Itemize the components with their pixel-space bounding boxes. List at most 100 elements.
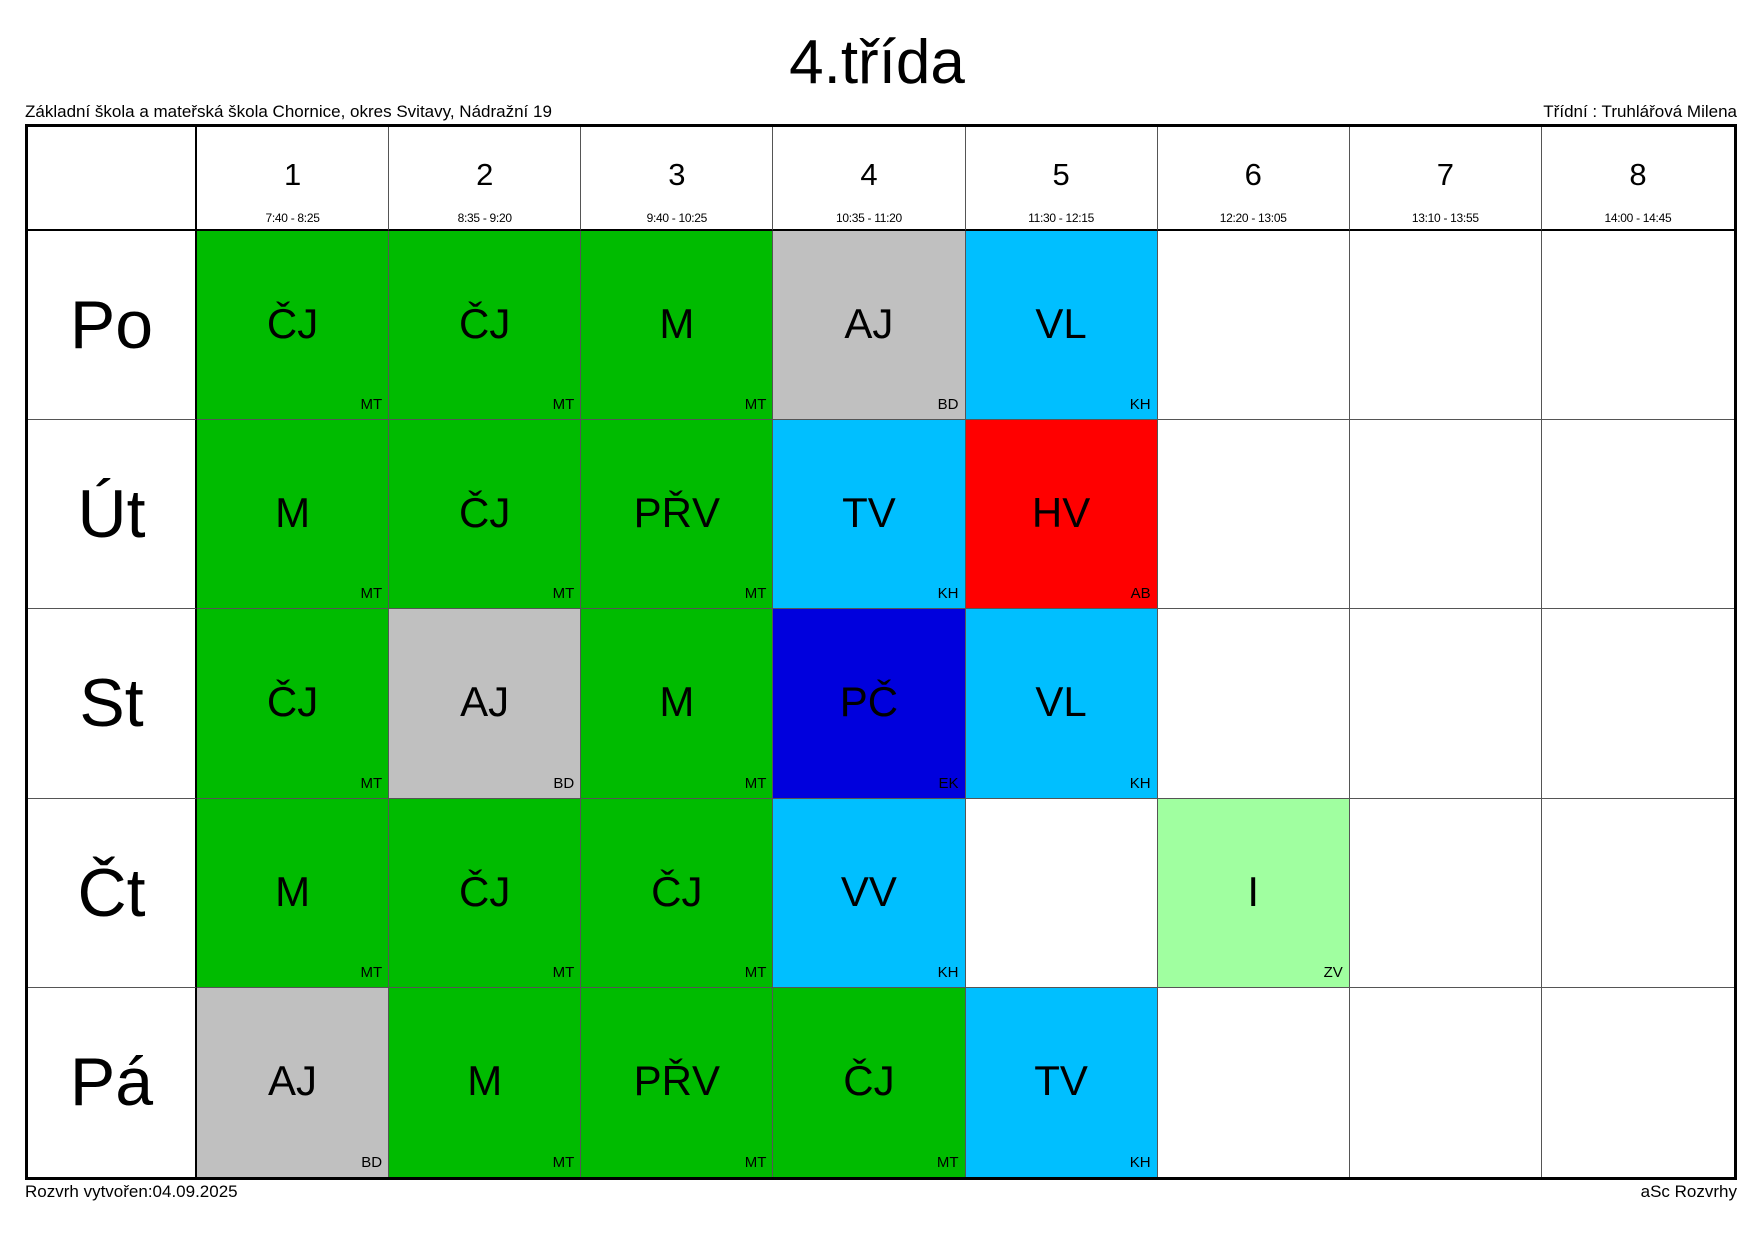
- lesson-subject: TV: [842, 489, 896, 537]
- period-header: 6 12:20 - 13:05: [1157, 127, 1350, 231]
- lesson-subject: ČJ: [459, 489, 511, 537]
- lesson-subject: AJ: [460, 678, 510, 726]
- period-number: 1: [283, 157, 302, 192]
- lesson-subject: VL: [1035, 678, 1087, 726]
- lesson-teacher: MT: [552, 585, 575, 603]
- lesson-teacher: KH: [1129, 1153, 1151, 1171]
- lesson-subject: PŘV: [633, 1057, 720, 1105]
- empty-cell: [1541, 609, 1734, 799]
- lesson-cell: VL KH: [965, 609, 1158, 799]
- lesson-teacher: MT: [552, 963, 575, 981]
- lesson-teacher: BD: [937, 396, 959, 414]
- lesson-cell: ČJ MT: [389, 231, 582, 421]
- lesson-teacher: MT: [936, 1153, 959, 1171]
- lesson-teacher: MT: [552, 396, 575, 414]
- period-header: 8 14:00 - 14:45: [1541, 127, 1734, 231]
- period-number: 5: [1052, 157, 1070, 192]
- period-time: 11:30 - 12:15: [1028, 211, 1095, 225]
- lesson-cell: ČJ MT: [389, 798, 582, 988]
- school-name: Základní škola a mateřská škola Chornice…: [25, 102, 552, 121]
- lesson-subject: AJ: [268, 1057, 318, 1105]
- lesson-cell: ČJ MT: [197, 231, 390, 421]
- lesson-cell: PŘV MT: [581, 420, 774, 610]
- period-number: 7: [1436, 157, 1454, 192]
- lesson-cell: HV AB: [965, 420, 1158, 610]
- lesson-teacher: KH: [937, 585, 959, 603]
- lesson-teacher: MT: [360, 963, 383, 981]
- lesson-cell: M MT: [197, 798, 390, 988]
- lesson-teacher: MT: [744, 585, 767, 603]
- lesson-cell: M MT: [581, 609, 774, 799]
- lesson-teacher: EK: [938, 774, 959, 792]
- period-time: 7:40 - 8:25: [265, 211, 320, 225]
- day-label: St: [79, 665, 144, 742]
- lesson-cell: M MT: [389, 987, 582, 1177]
- period-header: 1 7:40 - 8:25: [197, 127, 390, 231]
- lesson-subject: M: [659, 678, 695, 726]
- empty-cell: [1541, 799, 1734, 988]
- created-date: Rozvrh vytvořen:04.09.2025: [25, 1182, 238, 1201]
- corner-cell: [28, 127, 197, 231]
- lesson-cell: M MT: [581, 231, 774, 421]
- lesson-subject: ČJ: [459, 300, 511, 348]
- period-header: 3 9:40 - 10:25: [581, 127, 774, 231]
- day-header: Út: [28, 420, 197, 610]
- lesson-teacher: MT: [360, 585, 383, 603]
- period-time: 9:40 - 10:25: [646, 211, 708, 225]
- lesson-subject: ČJ: [843, 1057, 895, 1105]
- lesson-teacher: BD: [361, 1153, 383, 1171]
- lesson-cell: TV KH: [965, 987, 1158, 1177]
- lesson-teacher: MT: [744, 396, 767, 414]
- lesson-teacher: MT: [360, 396, 383, 414]
- lesson-cell: I ZV: [1157, 798, 1350, 988]
- class-teacher: Třídní : Truhlářová Milena: [1543, 102, 1737, 121]
- lesson-cell: ČJ MT: [773, 987, 966, 1177]
- lesson-teacher: AB: [1130, 585, 1151, 603]
- lesson-teacher: MT: [744, 963, 767, 981]
- period-number: 6: [1244, 157, 1262, 192]
- lesson-teacher: MT: [744, 774, 767, 792]
- period-header: 2 8:35 - 9:20: [389, 127, 582, 231]
- lesson-subject: VV: [840, 867, 897, 915]
- lesson-subject: ČJ: [266, 678, 319, 726]
- period-time: 14:00 - 14:45: [1604, 211, 1672, 225]
- lesson-cell: AJ BD: [197, 987, 390, 1177]
- period-number: 8: [1629, 157, 1647, 192]
- lesson-subject: PŘV: [633, 489, 720, 537]
- lesson-teacher: MT: [360, 774, 383, 792]
- period-time: 13:10 - 13:55: [1411, 211, 1479, 225]
- lesson-cell: ČJ MT: [581, 798, 774, 988]
- lesson-cell: AJ BD: [773, 231, 966, 421]
- empty-cell: [1349, 231, 1542, 421]
- lesson-subject: M: [467, 1057, 503, 1105]
- lesson-subject: M: [659, 300, 695, 348]
- empty-cell: [1157, 231, 1350, 421]
- lesson-subject: PČ: [839, 678, 899, 726]
- software-credit: aSc Rozvrhy: [1640, 1182, 1737, 1201]
- day-label: Út: [77, 476, 146, 553]
- period-number: 4: [860, 157, 878, 192]
- lesson-teacher: MT: [552, 1153, 575, 1171]
- empty-cell: [1542, 988, 1734, 1177]
- day-header: Po: [28, 231, 197, 421]
- lesson-teacher: KH: [1129, 774, 1151, 792]
- empty-cell: [1158, 987, 1350, 1177]
- empty-cell: [1349, 798, 1542, 988]
- empty-cell: [1541, 420, 1734, 610]
- period-time: 10:35 - 11:20: [835, 211, 902, 225]
- empty-cell: [1541, 231, 1734, 421]
- empty-cell: [1349, 609, 1542, 799]
- day-header: Čt: [28, 798, 197, 988]
- lesson-teacher: ZV: [1323, 963, 1343, 981]
- lesson-subject: HV: [1031, 489, 1091, 537]
- lesson-teacher: KH: [1129, 396, 1151, 414]
- empty-cell: [1157, 609, 1350, 799]
- lesson-subject: AJ: [844, 300, 894, 348]
- lesson-cell: ČJ MT: [389, 420, 582, 610]
- lesson-cell: TV KH: [773, 420, 966, 610]
- period-header: 7 13:10 - 13:55: [1349, 127, 1542, 231]
- lesson-subject: ČJ: [459, 867, 511, 915]
- day-header: St: [28, 609, 197, 799]
- lesson-cell: M MT: [197, 420, 390, 610]
- lesson-subject: M: [275, 867, 311, 915]
